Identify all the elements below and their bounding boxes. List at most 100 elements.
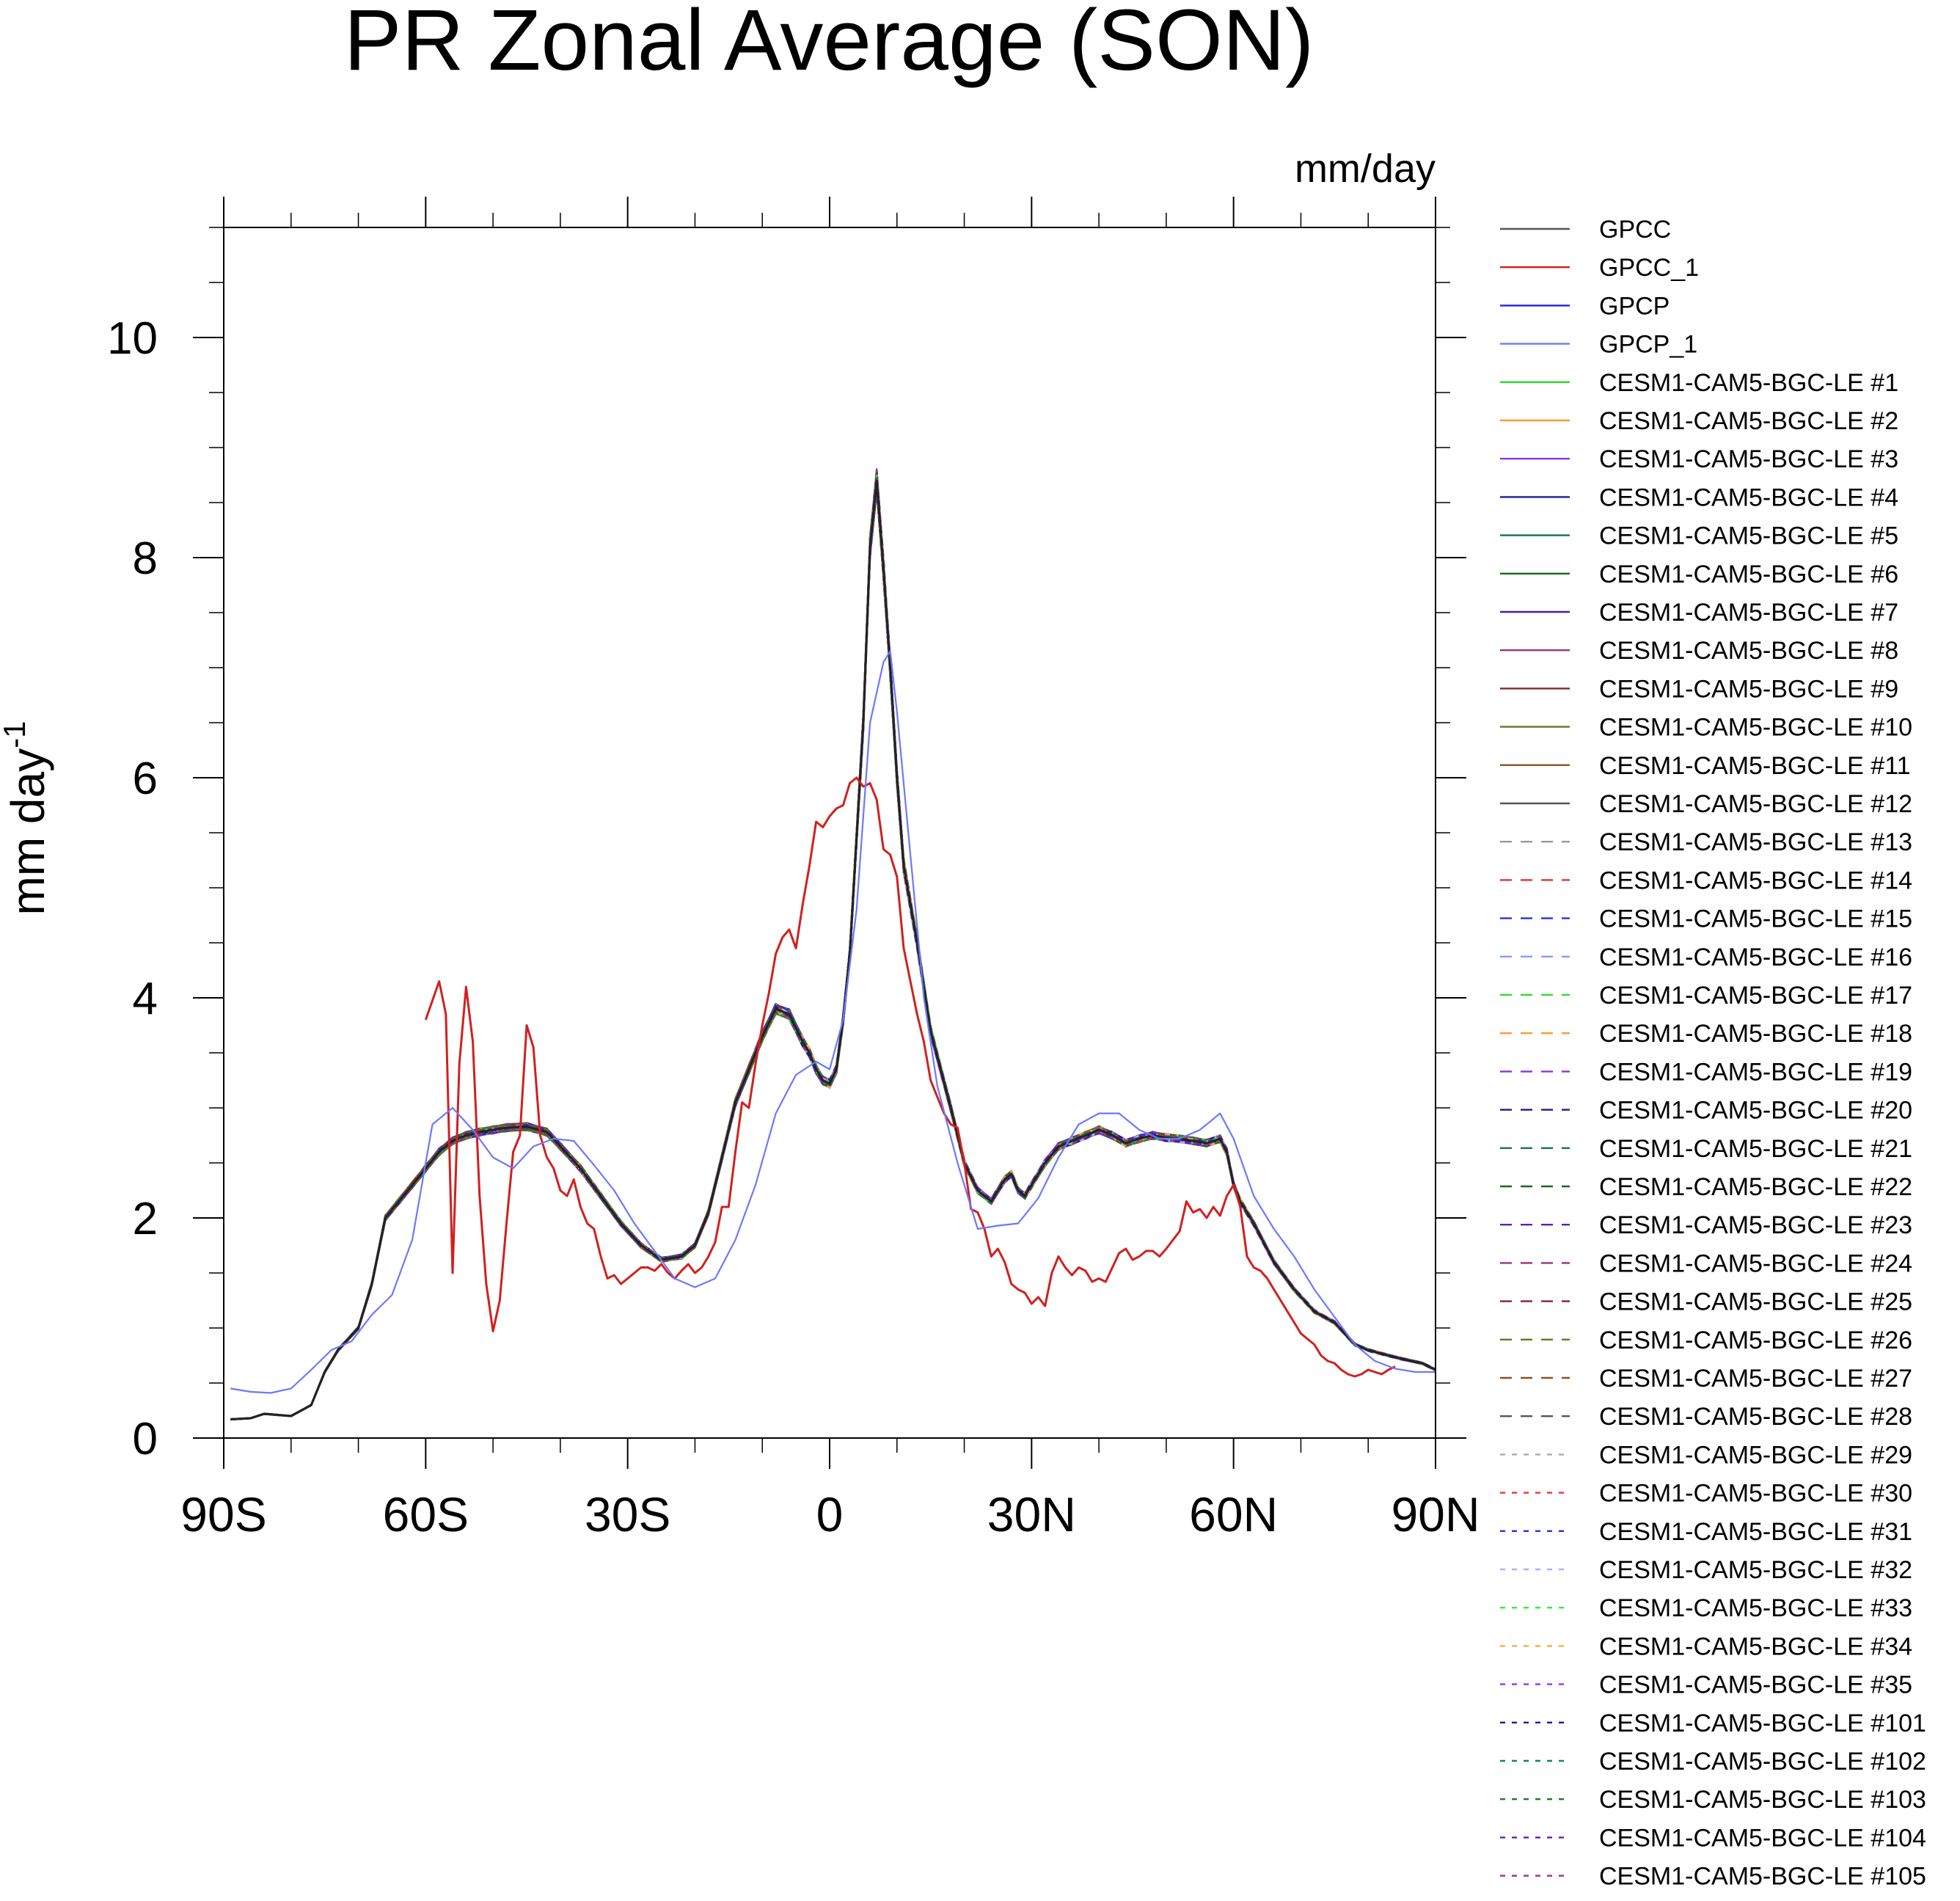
legend-label: CESM1-CAM5-BGC-LE #2 [1599, 407, 1898, 435]
legend-label: CESM1-CAM5-BGC-LE #103 [1599, 1786, 1926, 1814]
legend-label: CESM1-CAM5-BGC-LE #35 [1599, 1671, 1912, 1699]
y-tick-label: 0 [133, 1414, 158, 1464]
series-line [230, 471, 1436, 1420]
series-line [230, 470, 1436, 1420]
legend-label: CESM1-CAM5-BGC-LE #16 [1599, 944, 1912, 971]
series-line [230, 479, 1436, 1420]
legend-label: CESM1-CAM5-BGC-LE #32 [1599, 1556, 1912, 1584]
legend-label: CESM1-CAM5-BGC-LE #13 [1599, 828, 1912, 856]
x-tick-label: 30N [987, 1487, 1076, 1541]
series-line [230, 482, 1436, 1420]
legend-label: CESM1-CAM5-BGC-LE #1 [1599, 369, 1898, 397]
series-line [230, 468, 1436, 1420]
legend-label: CESM1-CAM5-BGC-LE #21 [1599, 1135, 1912, 1163]
series-line [230, 485, 1436, 1420]
y-tick-label: 10 [107, 313, 158, 364]
legend-label: CESM1-CAM5-BGC-LE #18 [1599, 1020, 1912, 1048]
legend-label: GPCP [1599, 292, 1670, 320]
legend-label: CESM1-CAM5-BGC-LE #10 [1599, 714, 1912, 742]
legend-label: CESM1-CAM5-BGC-LE #105 [1599, 1863, 1926, 1891]
legend-label: CESM1-CAM5-BGC-LE #3 [1599, 445, 1898, 473]
series-line-gpcp-1 [230, 650, 1436, 1394]
series-line [230, 486, 1436, 1420]
series-line [230, 478, 1436, 1420]
legend-label: CESM1-CAM5-BGC-LE #24 [1599, 1249, 1912, 1277]
series-line-gpcc-1 [424, 776, 1396, 1378]
legend-label: CESM1-CAM5-BGC-LE #11 [1599, 752, 1911, 780]
series-line [230, 468, 1436, 1420]
legend-label: CESM1-CAM5-BGC-LE #25 [1599, 1288, 1912, 1316]
legend-label: CESM1-CAM5-BGC-LE #15 [1599, 905, 1912, 933]
series-line [230, 484, 1436, 1420]
series-line [230, 475, 1436, 1420]
series-line [230, 475, 1436, 1420]
legend: GPCC GPCC_1 GPCP GPCP_1 CESM1-CAM5-BGC-LE #1… [1500, 216, 1926, 1891]
legend-label: CESM1-CAM5-BGC-LE #14 [1599, 866, 1912, 894]
x-tick-label: 30S [585, 1487, 670, 1541]
chart-title: PR Zonal Average (SON) [344, 0, 1314, 89]
series-line [230, 473, 1436, 1420]
legend-label: CESM1-CAM5-BGC-LE #17 [1599, 982, 1912, 1010]
legend-label: CESM1-CAM5-BGC-LE #34 [1599, 1632, 1912, 1660]
series-line [230, 468, 1436, 1420]
series-line [230, 491, 1436, 1420]
legend-label: CESM1-CAM5-BGC-LE #28 [1599, 1403, 1912, 1431]
legend-label: CESM1-CAM5-BGC-LE #5 [1599, 522, 1898, 550]
x-tick-label: 60N [1189, 1487, 1278, 1541]
x-tick-label: 90S [180, 1487, 266, 1541]
legend-label: CESM1-CAM5-BGC-LE #20 [1599, 1097, 1912, 1125]
y-axis-label-superscript: -1 [0, 721, 32, 748]
legend-label: CESM1-CAM5-BGC-LE #19 [1599, 1058, 1912, 1086]
series-line [230, 488, 1436, 1420]
series-line [230, 478, 1436, 1420]
y-axis-label-main: mm day [1, 748, 54, 916]
legend-label: CESM1-CAM5-BGC-LE #12 [1599, 790, 1912, 818]
series-line [230, 483, 1436, 1420]
legend-label: GPCP_1 [1599, 331, 1697, 359]
series-line [230, 491, 1436, 1420]
series-line [230, 474, 1436, 1420]
legend-label: CESM1-CAM5-BGC-LE #104 [1599, 1824, 1926, 1852]
series-line [230, 472, 1436, 1420]
legend-label: CESM1-CAM5-BGC-LE #8 [1599, 637, 1898, 665]
series-line [230, 486, 1436, 1420]
series-line [230, 468, 1436, 1420]
series-line [230, 470, 1436, 1420]
legend-label: CESM1-CAM5-BGC-LE #30 [1599, 1480, 1912, 1508]
legend-label: CESM1-CAM5-BGC-LE #29 [1599, 1441, 1912, 1469]
series-line [230, 491, 1436, 1420]
series-line [230, 489, 1436, 1420]
series-line [230, 486, 1436, 1420]
y-tick-label: 6 [133, 754, 158, 804]
x-tick-label: 60S [383, 1487, 469, 1541]
units-label: mm/day [1295, 147, 1436, 191]
plot-lines [230, 468, 1436, 1420]
series-line [230, 476, 1436, 1420]
series-line [230, 481, 1436, 1420]
y-tick-label: 2 [133, 1194, 158, 1244]
series-line [230, 470, 1436, 1420]
x-tick-label: 0 [816, 1487, 844, 1541]
series-line [230, 489, 1436, 1420]
legend-label: CESM1-CAM5-BGC-LE #27 [1599, 1365, 1912, 1393]
series-line [230, 490, 1436, 1420]
series-line [230, 468, 1436, 1420]
series-line [230, 481, 1436, 1420]
legend-label: CESM1-CAM5-BGC-LE #23 [1599, 1211, 1912, 1239]
legend-label: CESM1-CAM5-BGC-LE #7 [1599, 599, 1898, 627]
legend-label: CESM1-CAM5-BGC-LE #9 [1599, 675, 1898, 703]
legend-label: CESM1-CAM5-BGC-LE #6 [1599, 561, 1898, 588]
y-tick-label: 4 [133, 974, 158, 1024]
legend-label: GPCC [1599, 216, 1671, 244]
legend-label: CESM1-CAM5-BGC-LE #101 [1599, 1710, 1926, 1737]
legend-label: CESM1-CAM5-BGC-LE #4 [1599, 484, 1898, 511]
axis-ticks: 90S 60S 30S 0 30N 60N 90N 0 2 4 6 8 10 [107, 197, 1480, 1541]
y-axis-label: mm day-1 [0, 721, 54, 916]
x-tick-label: 90N [1391, 1487, 1480, 1541]
legend-label: CESM1-CAM5-BGC-LE #31 [1599, 1518, 1912, 1546]
series-line-ensemble-outline [230, 479, 1436, 1420]
series-line [230, 489, 1436, 1420]
series-line [230, 470, 1436, 1420]
series-line [230, 469, 1436, 1420]
